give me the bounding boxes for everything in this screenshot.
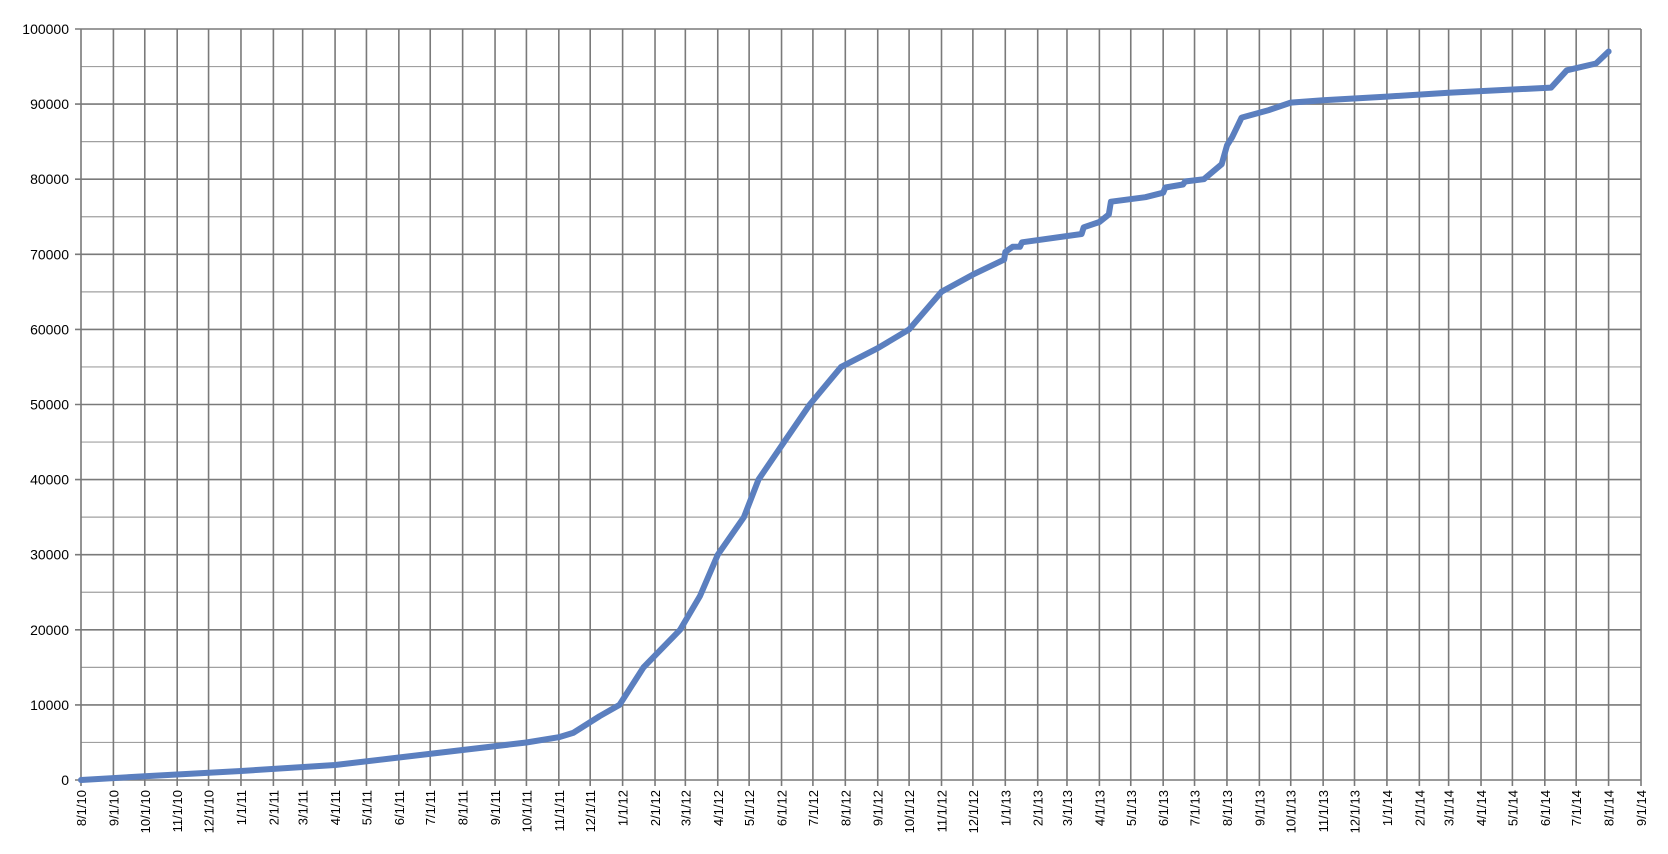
- x-tick-label: 11/1/12: [935, 790, 950, 832]
- x-tick-label: 8/1/13: [1220, 790, 1235, 826]
- x-tick-label: 10/1/10: [138, 790, 153, 833]
- x-tick-label: 5/1/14: [1505, 790, 1520, 826]
- x-tick-label: 1/1/14: [1380, 790, 1395, 826]
- x-tick-label: 6/1/12: [775, 790, 790, 826]
- x-tick-label: 9/1/14: [1634, 790, 1649, 826]
- x-tick-label: 4/1/13: [1092, 790, 1107, 826]
- y-tick-label: 30000: [30, 547, 69, 563]
- x-tick-label: 4/1/14: [1474, 790, 1489, 826]
- y-tick-label: 70000: [30, 246, 69, 262]
- x-tick-label: 8/1/12: [838, 790, 853, 826]
- x-tick-label: 1/1/12: [616, 790, 631, 826]
- x-tick-label: 4/1/12: [711, 790, 726, 826]
- x-tick-label: 6/1/13: [1156, 790, 1171, 826]
- x-tick-label: 9/1/10: [106, 790, 121, 826]
- x-tick-label: 9/1/11: [488, 790, 503, 825]
- x-tick-label: 7/1/11: [423, 790, 438, 825]
- major-gridlines: [75, 28, 1642, 786]
- x-tick-label: 4/1/11: [328, 790, 343, 825]
- x-tick-label: 9/1/12: [871, 790, 886, 826]
- x-tick-label: 2/1/14: [1412, 790, 1427, 826]
- y-tick-label: 100000: [22, 21, 69, 37]
- x-tick-label: 1/1/11: [234, 790, 249, 825]
- x-tick-label: 2/1/11: [266, 790, 281, 825]
- x-tick-label: 5/1/11: [359, 790, 374, 825]
- x-axis-tick-labels: 8/1/10 9/1/10 10/1/10 11/1/10 12/1/10 1/1/11 2…: [74, 790, 1649, 833]
- x-tick-label: 9/1/13: [1252, 790, 1267, 826]
- y-tick-label: 60000: [30, 321, 69, 337]
- x-tick-label: 8/1/10: [74, 790, 89, 826]
- x-tick-label: 6/1/14: [1538, 790, 1553, 826]
- x-tick-label: 12/1/13: [1348, 790, 1363, 833]
- x-tick-label: 5/1/12: [742, 790, 757, 826]
- x-tick-label: 12/1/10: [202, 790, 217, 833]
- x-tick-label: 10/1/11: [519, 790, 534, 832]
- x-tick-label: 3/1/11: [296, 790, 311, 825]
- x-tick-label: 7/1/14: [1569, 790, 1584, 826]
- y-tick-label: 10000: [30, 697, 69, 713]
- series-line: [78, 48, 1612, 783]
- x-tick-label: 12/1/11: [583, 790, 598, 832]
- x-tick-label: 3/1/12: [678, 790, 693, 826]
- x-tick-label: 7/1/13: [1188, 790, 1203, 826]
- x-tick-label: 8/1/14: [1602, 790, 1617, 826]
- x-tick-label: 3/1/13: [1060, 790, 1075, 826]
- y-tick-label: 40000: [30, 472, 69, 488]
- y-tick-label: 0: [61, 772, 69, 788]
- x-tick-label: 5/1/13: [1124, 790, 1139, 826]
- x-tick-label: 8/1/11: [456, 790, 471, 825]
- minor-gridlines: [81, 65, 1641, 744]
- x-tick-label: 3/1/14: [1442, 790, 1457, 826]
- x-tick-label: 7/1/12: [806, 790, 821, 826]
- y-axis-tick-labels: 0 10000 20000 30000 40000 50000 60000 70000 8000…: [22, 21, 69, 788]
- x-tick-label: 1/1/13: [998, 790, 1013, 826]
- x-tick-label: 10/1/13: [1284, 790, 1299, 833]
- y-tick-label: 20000: [30, 622, 69, 638]
- x-tick-label: 11/1/13: [1316, 790, 1331, 832]
- x-tick-label: 6/1/11: [392, 790, 407, 825]
- x-tick-label: 2/1/12: [648, 790, 663, 826]
- x-tick-label: 11/1/10: [170, 790, 185, 832]
- x-tick-label: 2/1/13: [1031, 790, 1046, 826]
- series-group: [78, 48, 1612, 783]
- y-tick-label: 50000: [30, 397, 69, 413]
- x-tick-label: 10/1/12: [902, 790, 917, 833]
- x-tick-label: 11/1/11: [552, 790, 567, 831]
- y-tick-label: 80000: [30, 171, 69, 187]
- y-tick-label: 90000: [30, 96, 69, 112]
- x-tick-label: 12/1/12: [966, 790, 981, 833]
